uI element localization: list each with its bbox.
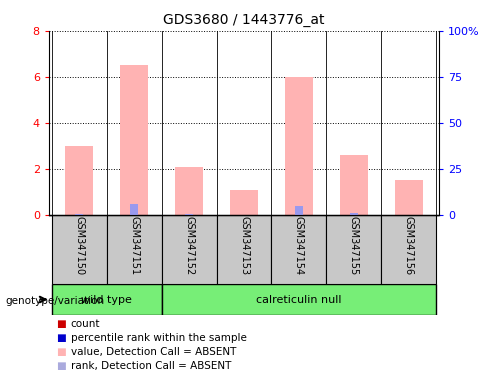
Bar bbox=[285, 77, 313, 215]
Text: count: count bbox=[71, 319, 100, 329]
Bar bbox=[185, 214, 193, 215]
Text: ■: ■ bbox=[56, 333, 66, 343]
Bar bbox=[217, 215, 271, 284]
Text: ■: ■ bbox=[56, 319, 66, 329]
Bar bbox=[350, 213, 358, 215]
Text: value, Detection Call = ABSENT: value, Detection Call = ABSENT bbox=[71, 347, 236, 357]
Title: GDS3680 / 1443776_at: GDS3680 / 1443776_at bbox=[163, 13, 325, 27]
Bar bbox=[340, 155, 368, 215]
Text: ■: ■ bbox=[56, 361, 66, 371]
Text: GSM347154: GSM347154 bbox=[294, 217, 304, 276]
Text: wild type: wild type bbox=[81, 295, 132, 305]
Text: GSM347151: GSM347151 bbox=[129, 217, 139, 276]
Bar bbox=[65, 146, 93, 215]
Bar bbox=[295, 206, 303, 215]
Text: GSM347153: GSM347153 bbox=[239, 217, 249, 276]
Bar bbox=[106, 215, 162, 284]
Text: calreticulin null: calreticulin null bbox=[256, 295, 342, 305]
Text: GSM347155: GSM347155 bbox=[349, 217, 359, 276]
Bar bbox=[271, 215, 326, 284]
Bar bbox=[120, 65, 148, 215]
Bar bbox=[175, 167, 203, 215]
Bar bbox=[326, 215, 382, 284]
Bar bbox=[162, 284, 436, 315]
Text: ■: ■ bbox=[56, 347, 66, 357]
Bar bbox=[382, 215, 436, 284]
Bar bbox=[52, 215, 106, 284]
Bar bbox=[162, 215, 217, 284]
Text: GSM347156: GSM347156 bbox=[404, 217, 414, 276]
Text: percentile rank within the sample: percentile rank within the sample bbox=[71, 333, 246, 343]
Text: genotype/variation: genotype/variation bbox=[5, 296, 104, 306]
Bar bbox=[52, 284, 162, 315]
Bar bbox=[230, 190, 258, 215]
Bar bbox=[395, 180, 423, 215]
Bar bbox=[130, 204, 138, 215]
Text: rank, Detection Call = ABSENT: rank, Detection Call = ABSENT bbox=[71, 361, 231, 371]
Text: GSM347150: GSM347150 bbox=[74, 217, 84, 276]
Bar bbox=[75, 214, 83, 215]
Text: GSM347152: GSM347152 bbox=[184, 217, 194, 276]
